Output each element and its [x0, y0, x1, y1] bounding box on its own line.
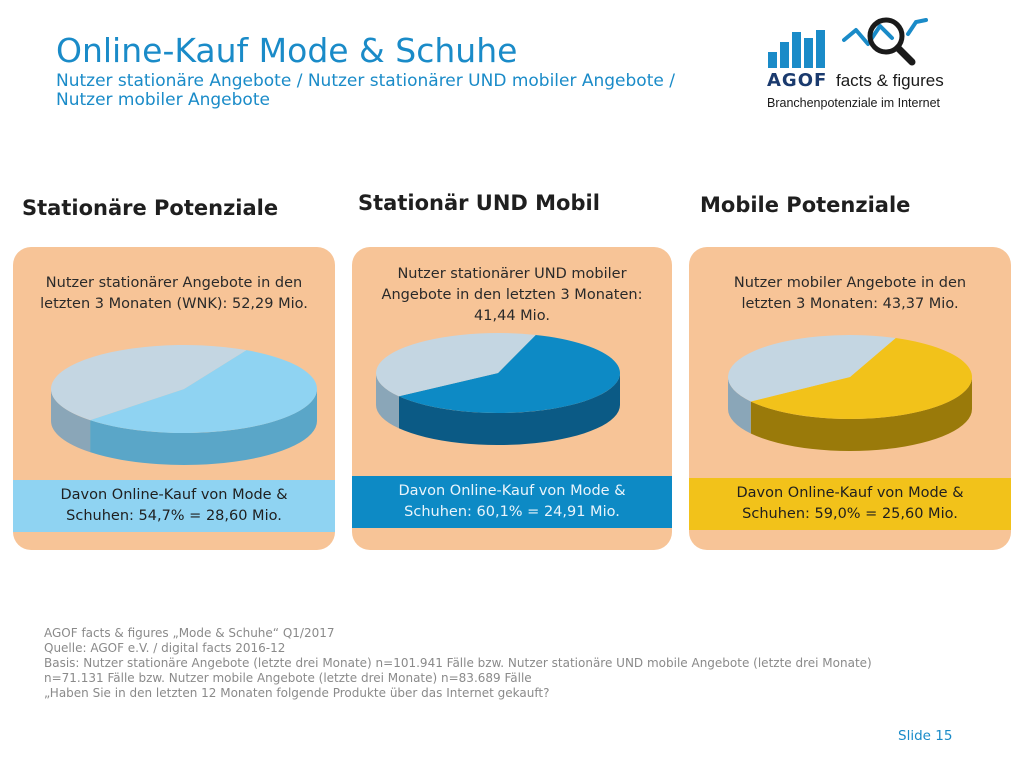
description-line: letzten 3 Monaten: 43,37 Mio. — [741, 296, 959, 312]
pie-slice — [728, 335, 896, 402]
heading-stationaer: Stationäre Potenziale — [22, 196, 279, 220]
result-line: Schuhen: 60,1% = 24,91 Mio. — [404, 504, 620, 520]
footnote-line: AGOF facts & figures „Mode & Schuhe“ Q1/… — [44, 626, 335, 640]
page-title: Online-Kauf Mode & Schuhe — [56, 31, 518, 70]
pie-slice-side — [376, 373, 399, 429]
logo-wordmark: AGOF — [767, 70, 828, 91]
pie-slice-side — [90, 389, 317, 465]
heading-stationaer-mobil: Stationär UND Mobil — [358, 191, 600, 215]
subtitle-line: Nutzer mobiler Angebote — [56, 90, 270, 110]
panel-stationaer: Nutzer stationärer Angebote in den letzt… — [13, 247, 335, 550]
panel-description: Nutzer mobiler Angebote in den letzten 3… — [689, 273, 1011, 315]
result-line: Davon Online-Kauf von Mode & — [398, 483, 626, 499]
result-line: Schuhen: 54,7% = 28,60 Mio. — [66, 508, 282, 524]
pie-slice-side — [728, 377, 751, 434]
logo-product: facts & figures — [836, 71, 944, 90]
pie-chart-mobil — [728, 335, 972, 451]
description-line: Nutzer stationärer Angebote in den — [45, 275, 303, 291]
description-line: Nutzer mobiler Angebote in den — [733, 275, 967, 291]
pie-slice — [90, 350, 318, 433]
description-line: letzten 3 Monaten (WNK): 52,29 Mio. — [40, 296, 308, 312]
result-band-stationaer: Davon Online-Kauf von Mode & Schuhen: 54… — [13, 480, 335, 532]
subtitle-line: Nutzer stationäre Angebote / Nutzer stat… — [56, 71, 675, 91]
description-line: Nutzer stationärer UND mobiler — [397, 266, 627, 282]
pie-slice — [398, 334, 620, 413]
result-band-mobil: Davon Online-Kauf von Mode & Schuhen: 59… — [689, 478, 1011, 530]
pie-slice-side — [51, 389, 91, 453]
panel-description: Nutzer stationärer Angebote in den letzt… — [13, 273, 335, 315]
pie-slice — [750, 338, 972, 419]
agof-logo: AGOF facts & figures Branchenpotenziale … — [766, 12, 1006, 114]
footnote-line: n=71.131 Fälle bzw. Nutzer mobile Angebo… — [44, 671, 532, 685]
result-band-stationaer-mobil: Davon Online-Kauf von Mode & Schuhen: 60… — [352, 476, 672, 528]
pie-chart-stationaer-mobil — [376, 333, 620, 445]
logo-tagline: Branchenpotenziale im Internet — [767, 96, 941, 110]
description-line: 41,44 Mio. — [474, 308, 550, 324]
source-footnote: AGOF facts & figures „Mode & Schuhe“ Q1/… — [44, 626, 1004, 701]
pie-slice-side — [750, 377, 972, 451]
footnote-line: „Haben Sie in den letzten 12 Monaten fol… — [44, 686, 550, 700]
result-line: Schuhen: 59,0% = 25,60 Mio. — [742, 506, 958, 522]
page-subtitle: Nutzer stationäre Angebote / Nutzer stat… — [56, 72, 776, 110]
footnote-line: Basis: Nutzer stationäre Angebote (letzt… — [44, 656, 872, 670]
pie-slice — [376, 333, 536, 397]
result-line: Davon Online-Kauf von Mode & — [60, 487, 288, 503]
panel-description: Nutzer stationärer UND mobiler Angebote … — [352, 264, 672, 327]
pie-chart-stationaer — [51, 345, 318, 465]
description-line: Angebote in den letzten 3 Monaten: — [381, 287, 643, 303]
heading-mobil: Mobile Potenziale — [700, 193, 911, 217]
magnifier-chart-icon — [842, 17, 928, 66]
result-line: Davon Online-Kauf von Mode & — [736, 485, 964, 501]
slide-number: Slide 15 — [898, 728, 953, 744]
footnote-line: Quelle: AGOF e.V. / digital facts 2016-1… — [44, 641, 286, 655]
pie-slice-side — [398, 373, 620, 445]
pie-slice — [51, 345, 247, 421]
